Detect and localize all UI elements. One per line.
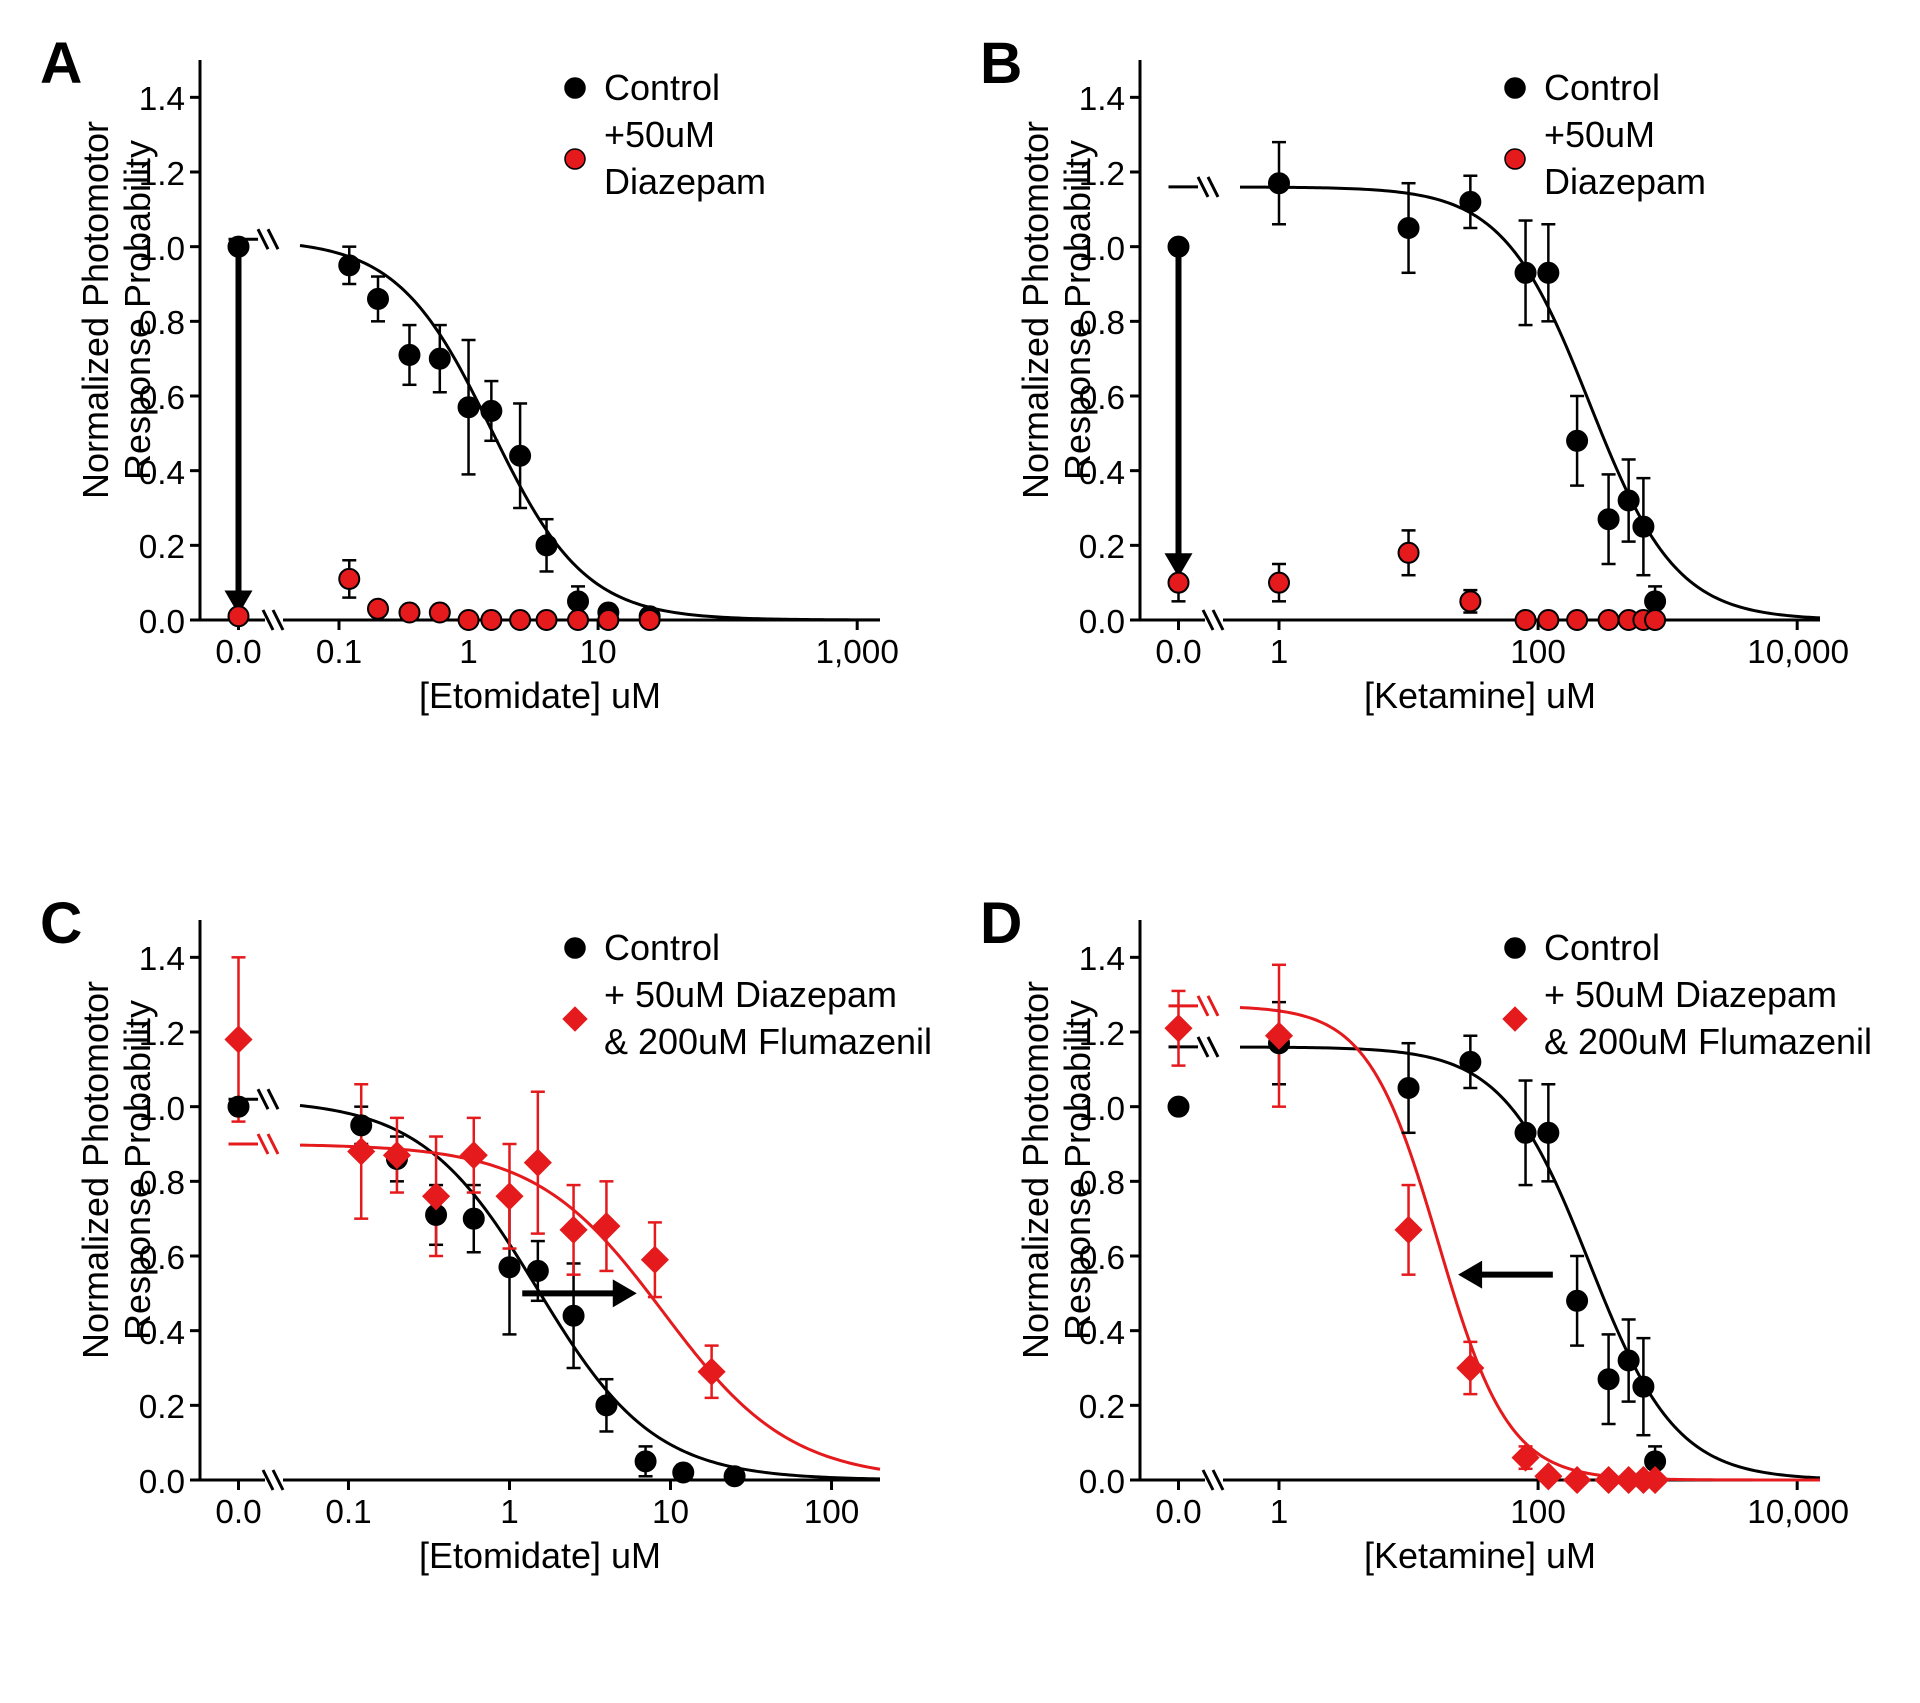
y-tick-label: 0.0 [130,1464,185,1502]
legend-item: Control [560,925,932,972]
y-tick-label: 1.2 [130,1016,185,1054]
y-tick-label: 0.8 [1070,1165,1125,1203]
legend-item: Control [1500,925,1872,972]
y-tick-label: 0.2 [1070,1389,1125,1427]
y-tick-label: 0.6 [1070,1240,1125,1278]
legend-label: +50uM Diazepam [604,112,766,206]
legend-label: Control [604,65,720,112]
y-tick-label: 0.0 [130,604,185,642]
y-tick-label: 0.8 [130,1165,185,1203]
y-tick-label: 0.2 [130,529,185,567]
x-axis-label: [Ketamine] uM [1140,675,1820,717]
y-tick-label: 1.4 [1070,941,1125,979]
y-tick-label: 0.4 [130,455,185,493]
legend-item: +50uM Diazepam [560,112,766,206]
legend-label: Control [604,925,720,972]
legend-item: + 50uM Diazepam & 200uM Flumazenil [560,972,932,1066]
x-axis-label: [Etomidate] uM [200,675,880,717]
plot-A [200,60,880,660]
legend: Control+ 50uM Diazepam & 200uM Flumazeni… [1500,925,1872,1065]
legend-item: Control [560,65,766,112]
x-axis-label: [Etomidate] uM [200,1535,880,1577]
legend-label: + 50uM Diazepam & 200uM Flumazenil [1544,972,1872,1066]
y-tick-label: 1.0 [1070,231,1125,269]
y-tick-label: 0.2 [130,1389,185,1427]
legend-label: Control [1544,65,1660,112]
y-tick-label: 0.4 [1070,1315,1125,1353]
y-tick-label: 0.0 [1070,604,1125,642]
legend-item: +50uM Diazepam [1500,112,1706,206]
y-tick-label: 0.6 [130,380,185,418]
y-tick-label: 0.2 [1070,529,1125,567]
legend-item: Control [1500,65,1706,112]
y-tick-label: 1.2 [1070,1016,1125,1054]
y-tick-label: 0.4 [130,1315,185,1353]
legend: Control+50uM Diazepam [560,65,766,205]
legend-label: + 50uM Diazepam & 200uM Flumazenil [604,972,932,1066]
y-tick-label: 1.0 [130,231,185,269]
legend-label: +50uM Diazepam [1544,112,1706,206]
y-tick-label: 0.8 [1070,305,1125,343]
y-tick-label: 0.4 [1070,455,1125,493]
legend-label: Control [1544,925,1660,972]
y-tick-label: 1.4 [130,81,185,119]
y-tick-label: 1.4 [130,941,185,979]
x-axis-label: [Ketamine] uM [1140,1535,1820,1577]
y-tick-label: 1.4 [1070,81,1125,119]
y-tick-label: 1.2 [1070,156,1125,194]
y-tick-label: 1.0 [130,1091,185,1129]
figure: ANormalized Photomotor Response Probabil… [0,0,1920,1703]
y-tick-label: 0.6 [130,1240,185,1278]
legend-item: + 50uM Diazepam & 200uM Flumazenil [1500,972,1872,1066]
y-tick-label: 0.6 [1070,380,1125,418]
legend: Control+ 50uM Diazepam & 200uM Flumazeni… [560,925,932,1065]
y-tick-label: 1.2 [130,156,185,194]
legend: Control+50uM Diazepam [1500,65,1706,205]
plot-B [1140,60,1820,660]
y-tick-label: 1.0 [1070,1091,1125,1129]
y-tick-label: 0.8 [130,305,185,343]
y-tick-label: 0.0 [1070,1464,1125,1502]
